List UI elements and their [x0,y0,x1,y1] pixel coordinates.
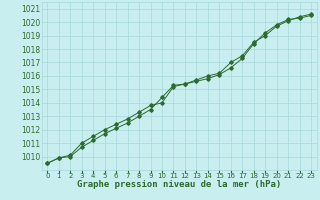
X-axis label: Graphe pression niveau de la mer (hPa): Graphe pression niveau de la mer (hPa) [77,180,281,189]
